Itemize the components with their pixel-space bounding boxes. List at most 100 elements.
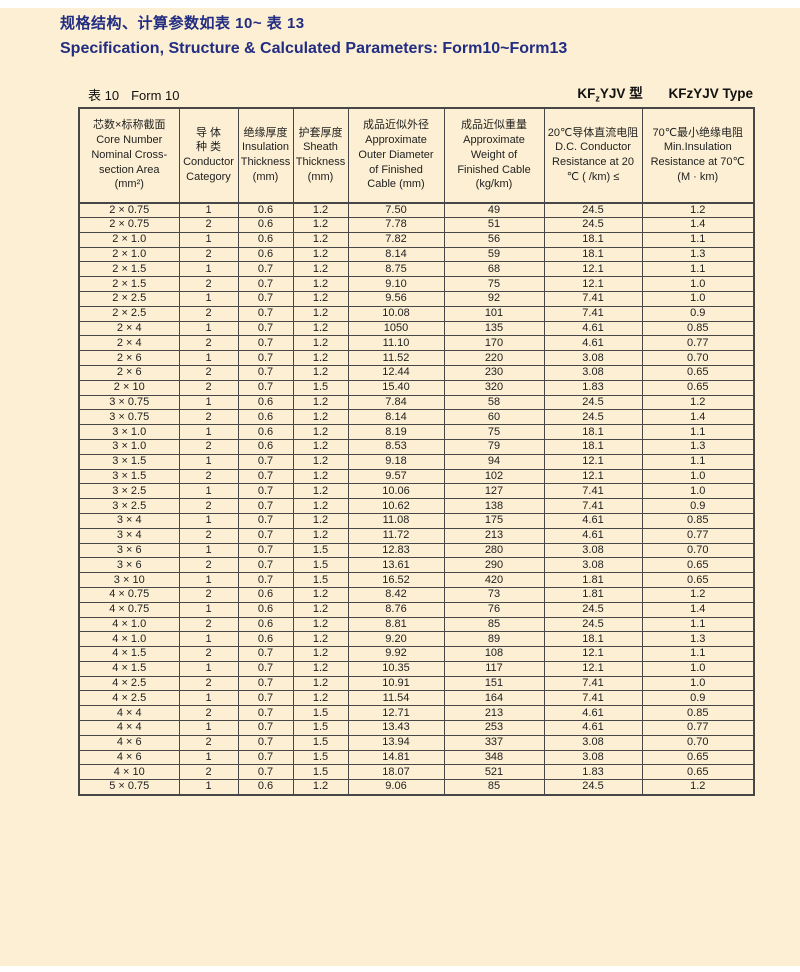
table-cell: 0.7 (237, 290, 294, 307)
table-row: 2 × 2.5 1 0.7 1.2 9.56 92 7.41 1.0 (78, 290, 755, 307)
table-cell: 1.0 (641, 290, 755, 307)
table-row: 4 × 6 1 0.7 1.5 14.81 348 3.08 0.65 (78, 749, 755, 766)
table-cell: 12.1 (543, 468, 643, 485)
table-cell: 12.1 (543, 453, 643, 470)
table-cell: 2 × 6 (78, 350, 180, 366)
table-row: 2 × 10 2 0.7 1.5 15.40 320 1.83 0.65 (78, 379, 755, 396)
header-row: 芯数×标称截面 Core Number Nominal Cross- secti… (78, 106, 755, 204)
table-cell: 60 (443, 409, 545, 426)
table-cell: 3 × 10 (78, 572, 180, 588)
table-cell: 24.5 (543, 616, 643, 633)
table-cell: 7.41 (543, 305, 643, 322)
table-cell: 0.7 (237, 498, 294, 514)
table-cell: 12.83 (347, 542, 445, 559)
table-cell: 0.9 (641, 305, 755, 322)
table-cell: 1.2 (292, 320, 349, 337)
table-cell: 0.9 (641, 690, 755, 707)
table-cell: 1.2 (292, 261, 349, 278)
table-cell: 4 × 6 (78, 734, 180, 751)
table-cell: 24.5 (543, 202, 643, 218)
table-cell: 213 (443, 705, 545, 722)
table-cell: 2 (178, 246, 239, 263)
table-cell: 1.2 (292, 675, 349, 692)
table-cell: 0.7 (237, 720, 294, 736)
table-cell: 1.4 (641, 216, 755, 233)
table-cell: 3 × 4 (78, 512, 180, 529)
table-cell: 11.52 (347, 350, 445, 366)
table-cell: 3.08 (543, 542, 643, 559)
table-cell: 1.0 (641, 675, 755, 692)
table-cell: 18.1 (543, 246, 643, 263)
table-cell: 92 (443, 290, 545, 307)
table-row: 3 × 4 1 0.7 1.2 11.08 175 4.61 0.85 (78, 512, 755, 529)
table-cell: 1.2 (292, 350, 349, 366)
table-cell: 2 × 6 (78, 364, 180, 381)
table-cell: 1.5 (292, 572, 349, 588)
table-cell: 1.2 (641, 394, 755, 411)
table-cell: 2 (178, 586, 239, 603)
table-cell: 10.91 (347, 675, 445, 692)
table-cell: 12.71 (347, 705, 445, 722)
table-cell: 0.7 (237, 734, 294, 751)
table-cell: 1 (178, 690, 239, 707)
table-cell: 11.10 (347, 335, 445, 352)
table-cell: 0.70 (641, 734, 755, 751)
table-cell: 1.2 (292, 438, 349, 455)
table-cell: 1.4 (641, 409, 755, 426)
table-cell: 24.5 (543, 216, 643, 233)
table-cell: 1.3 (641, 438, 755, 455)
table-cell: 1.2 (292, 453, 349, 470)
table-cell: 2 × 10 (78, 379, 180, 396)
table-cell: 0.7 (237, 453, 294, 470)
table-cell: 18.1 (543, 231, 643, 248)
table-cell: 0.6 (237, 616, 294, 633)
table-cell: 12.1 (543, 261, 643, 278)
table-cell: 170 (443, 335, 545, 352)
table-cell: 1.2 (292, 498, 349, 514)
col-header-cross-section: 芯数×标称截面 Core Number Nominal Cross- secti… (78, 106, 180, 204)
table-cell: 15.40 (347, 379, 445, 396)
table-cell: 12.1 (543, 660, 643, 677)
table-cell: 1.3 (641, 246, 755, 263)
cable-type-zh: KFzYJV 型 (577, 86, 642, 104)
table-cell: 1 (178, 320, 239, 337)
table-row: 3 × 1.0 1 0.6 1.2 8.19 75 18.1 1.1 (78, 424, 755, 440)
table-cell: 11.08 (347, 512, 445, 529)
table-cell: 2 (178, 646, 239, 662)
table-cell: 2 (178, 276, 239, 292)
table-cell: 0.6 (237, 202, 294, 218)
table-row: 2 × 4 1 0.7 1.2 1050 135 4.61 0.85 (78, 320, 755, 337)
table-cell: 13.61 (347, 557, 445, 574)
table-cell: 1 (178, 601, 239, 618)
table-cell: 0.7 (237, 305, 294, 322)
table-cell: 337 (443, 734, 545, 751)
table-label: 表 10 Form 10 (88, 85, 179, 104)
col-header-insulation-resistance: 70℃最小绝缘电阻 Min.Insulation Resistance at 7… (641, 106, 755, 204)
table-cell: 68 (443, 261, 545, 278)
table-cell: 9.18 (347, 453, 445, 470)
table-row: 2 × 0.75 1 0.6 1.2 7.50 49 24.5 1.2 (78, 202, 755, 218)
table-row: 2 × 0.75 2 0.6 1.2 7.78 51 24.5 1.4 (78, 216, 755, 233)
table-cell: 0.7 (237, 261, 294, 278)
table-cell: 3 × 1.5 (78, 453, 180, 470)
table-cell: 0.6 (237, 394, 294, 411)
table-cell: 4.61 (543, 512, 643, 529)
table-row: 4 × 0.75 1 0.6 1.2 8.76 76 24.5 1.4 (78, 601, 755, 618)
table-cell: 127 (443, 483, 545, 500)
col-header-dc-resistance: 20℃导体直流电阻 D.C. Conductor Resistance at 2… (543, 106, 643, 204)
table-cell: 1.2 (292, 512, 349, 529)
table-cell: 76 (443, 601, 545, 618)
table-cell: 0.6 (237, 601, 294, 618)
table-cell: 2 × 1.0 (78, 231, 180, 248)
table-cell: 1.5 (292, 379, 349, 396)
table-cell: 59 (443, 246, 545, 263)
table-cell: 1.1 (641, 453, 755, 470)
table-cell: 1 (178, 261, 239, 278)
table-cell: 1.2 (292, 290, 349, 307)
table-cell: 2 (178, 468, 239, 485)
table-cell: 2 (178, 379, 239, 396)
cable-type-en: KFzYJV Type (668, 86, 753, 101)
table-row: 4 × 1.5 1 0.7 1.2 10.35 117 12.1 1.0 (78, 660, 755, 677)
page-title-en: Specification, Structure & Calculated Pa… (60, 40, 568, 57)
table-cell: 1.2 (292, 202, 349, 218)
